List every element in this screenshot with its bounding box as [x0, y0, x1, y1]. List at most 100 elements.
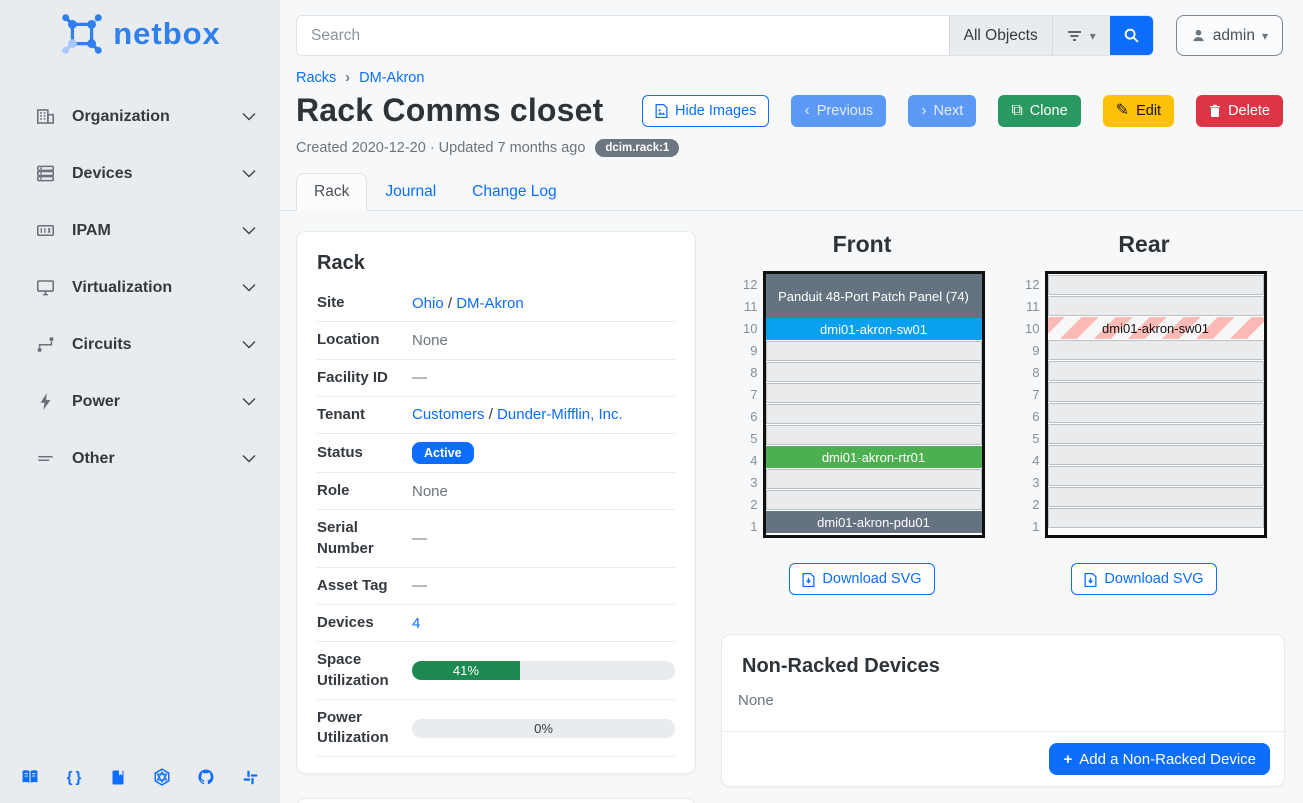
user-menu-button[interactable]: admin ▾ [1175, 15, 1283, 56]
site-group-link[interactable]: Ohio [412, 294, 444, 312]
api-braces-icon[interactable]: { } [66, 768, 82, 786]
delete-button[interactable]: Delete [1196, 94, 1283, 127]
rack-device[interactable]: dmi01-akron-pdu01 [765, 511, 982, 533]
row-value: — [412, 369, 427, 387]
chevron-down-icon [242, 112, 256, 121]
github-icon[interactable] [194, 765, 218, 789]
download-svg-button[interactable]: Download SVG [789, 563, 935, 595]
table-row: Role None [317, 473, 675, 511]
user-name: admin [1212, 26, 1255, 44]
rack-empty-unit [1047, 361, 1264, 381]
breadcrumb-link-site[interactable]: DM-Akron [359, 70, 425, 86]
sidebar-item-ipam[interactable]: IPAM [0, 202, 280, 259]
hide-images-label: Hide Images [675, 102, 757, 119]
next-panel-partial [296, 798, 696, 803]
file-download-icon [802, 572, 815, 587]
site-link[interactable]: DM-Akron [456, 294, 524, 312]
chevron-right-icon: › [921, 101, 927, 119]
person-icon [1191, 28, 1206, 43]
rack-empty-unit [1047, 508, 1264, 528]
rack-empty-unit [1047, 466, 1264, 486]
sidebar-item-other[interactable]: Other [0, 430, 280, 487]
rack-empty-unit [765, 404, 982, 424]
rack-empty-unit [1047, 403, 1264, 423]
breadcrumb-link-racks[interactable]: Racks [296, 70, 337, 86]
unit-number: 10 [1025, 321, 1040, 336]
row-label: Tenant [317, 405, 366, 423]
unit-number: 9 [1032, 343, 1040, 358]
edit-button[interactable]: ✎ Edit [1102, 94, 1175, 127]
docs-book-icon[interactable] [18, 765, 42, 789]
rack-device[interactable]: dmi01-akron-rtr01 [765, 446, 982, 468]
unit-number: 4 [750, 453, 758, 468]
sidebar-item-virtualization[interactable]: Virtualization [0, 259, 280, 316]
rack-device[interactable]: dmi01-akron-sw01 [765, 318, 982, 340]
sidebar-item-label: Devices [72, 164, 133, 182]
row-label: Power Utilization [317, 708, 389, 746]
unit-number: 2 [1032, 497, 1040, 512]
rack-empty-unit [765, 490, 982, 510]
rack-diagram: 12 11 10 9 8 7 6 5 4 3 2 1 dmi01-akron-sw01 [1022, 271, 1267, 538]
row-label: Status [317, 443, 363, 461]
table-row: Site Ohio / DM-Akron [317, 285, 675, 323]
rack-device[interactable]: dmi01-akron-sw01 [1047, 317, 1264, 339]
chevron-down-icon [242, 283, 256, 292]
right-column: Front 12 11 10 9 8 7 6 5 4 3 2 1 Panduit 48-Port Pa… [721, 231, 1285, 787]
rack-device[interactable]: Panduit 48-Port Patch Panel (74) [765, 274, 982, 318]
search-submit-button[interactable] [1109, 16, 1153, 55]
sidebar-item-circuits[interactable]: Circuits [0, 316, 280, 373]
previous-button[interactable]: ‹ Previous [791, 94, 887, 127]
device-count-link[interactable]: 4 [412, 614, 421, 632]
slack-icon[interactable] [238, 765, 262, 789]
hide-images-button[interactable]: Hide Images [642, 94, 770, 127]
netbox-logo-text: netbox [113, 16, 221, 51]
rear-elevation: Rear 12 11 10 9 8 7 6 5 4 3 2 1 dmi01-akron-sw01 Do… [1003, 231, 1285, 595]
community-icon[interactable] [150, 765, 174, 789]
add-non-racked-device-button[interactable]: + Add a Non-Racked Device [1049, 743, 1270, 775]
tab-change-log[interactable]: Change Log [472, 183, 557, 200]
unit-number: 6 [750, 409, 758, 424]
unit-number: 5 [1032, 431, 1040, 446]
unit-number: 4 [1032, 453, 1040, 468]
download-svg-button[interactable]: Download SVG [1071, 563, 1217, 595]
unit-number: 11 [744, 299, 758, 314]
row-label: Space Utilization [317, 651, 389, 689]
panel-title: Rack [317, 252, 365, 274]
unit-number: 7 [750, 387, 758, 402]
clone-button[interactable]: ⧉ Clone [998, 94, 1081, 127]
sidebar-footer: { } [0, 765, 280, 803]
separator: / [484, 406, 498, 424]
non-racked-empty-text: None [738, 692, 774, 709]
breadcrumb-separator-icon: › [345, 70, 351, 86]
netbox-logo[interactable]: netbox [0, 0, 280, 62]
file-download-icon [1084, 572, 1097, 587]
sidebar-item-power[interactable]: Power [0, 373, 280, 430]
server-icon [34, 164, 56, 183]
tab-rack[interactable]: Rack [296, 173, 368, 211]
row-label: Asset Tag [317, 576, 388, 594]
table-row: Status Active [317, 434, 675, 473]
journal-icon[interactable] [106, 765, 130, 789]
search-scope-button[interactable]: All Objects [948, 16, 1052, 55]
tenant-group-link[interactable]: Customers [412, 406, 485, 424]
file-image-icon [655, 103, 668, 118]
rack-empty-unit [765, 425, 982, 445]
row-value: — [412, 530, 427, 547]
chevron-left-icon: ‹ [804, 101, 810, 119]
sidebar-item-organization[interactable]: Organization [0, 88, 280, 145]
search-filter-button[interactable]: ▾ [1051, 16, 1110, 55]
tenant-link[interactable]: Dunder-Mifflin, Inc. [497, 406, 623, 424]
tab-journal[interactable]: Journal [385, 183, 437, 200]
topbar: All Objects ▾ admin ▾ [280, 0, 1303, 56]
next-button[interactable]: › Next [908, 94, 977, 127]
unit-number: 2 [750, 497, 758, 512]
search-icon [1123, 27, 1140, 44]
search-input[interactable] [297, 16, 949, 55]
table-row: Facility ID — [317, 360, 675, 397]
rack-empty-unit [1047, 487, 1264, 507]
sidebar-item-devices[interactable]: Devices [0, 145, 280, 202]
status-badge: Active [412, 442, 474, 464]
object-id-badge: dcim.rack:1 [595, 139, 680, 157]
plus-icon: + [1063, 750, 1073, 768]
row-value: Customers / Dunder-Mifflin, Inc. [412, 406, 675, 423]
